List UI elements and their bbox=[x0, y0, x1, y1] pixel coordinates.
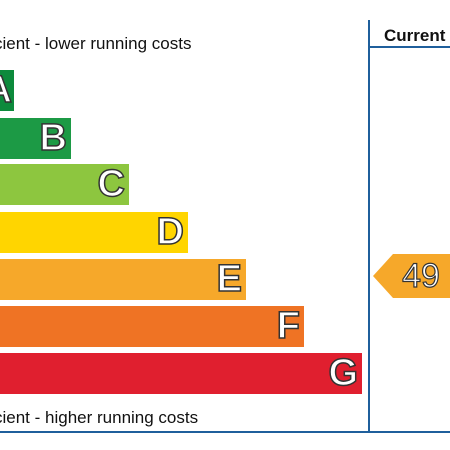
current-rating-arrow bbox=[373, 254, 450, 298]
current-rating-value: 49 bbox=[401, 256, 440, 295]
current-rating-arrow-shape bbox=[373, 254, 450, 298]
top-caption: cient - lower running costs bbox=[0, 34, 192, 53]
current-header-rule bbox=[368, 46, 450, 48]
bottom-caption: cient - higher running costs bbox=[0, 408, 199, 427]
band-letter-b: B bbox=[39, 116, 68, 159]
band-letter-f: F bbox=[276, 304, 301, 347]
bottom-rule bbox=[0, 431, 450, 433]
current-column-header: Current bbox=[384, 26, 446, 45]
band-e: E bbox=[0, 259, 246, 300]
band-letter-c: C bbox=[97, 162, 126, 205]
band-d: D bbox=[0, 212, 188, 253]
band-a: A bbox=[0, 70, 14, 111]
band-letter-e: E bbox=[216, 257, 243, 300]
band-c: C bbox=[0, 164, 129, 205]
band-b: B bbox=[0, 118, 71, 159]
band-letter-d: D bbox=[156, 210, 185, 253]
band-g: G bbox=[0, 353, 362, 394]
band-f: F bbox=[0, 306, 304, 347]
band-letter-g: G bbox=[328, 351, 359, 394]
band-letter-a: A bbox=[0, 70, 13, 110]
current-column-divider bbox=[368, 20, 370, 432]
